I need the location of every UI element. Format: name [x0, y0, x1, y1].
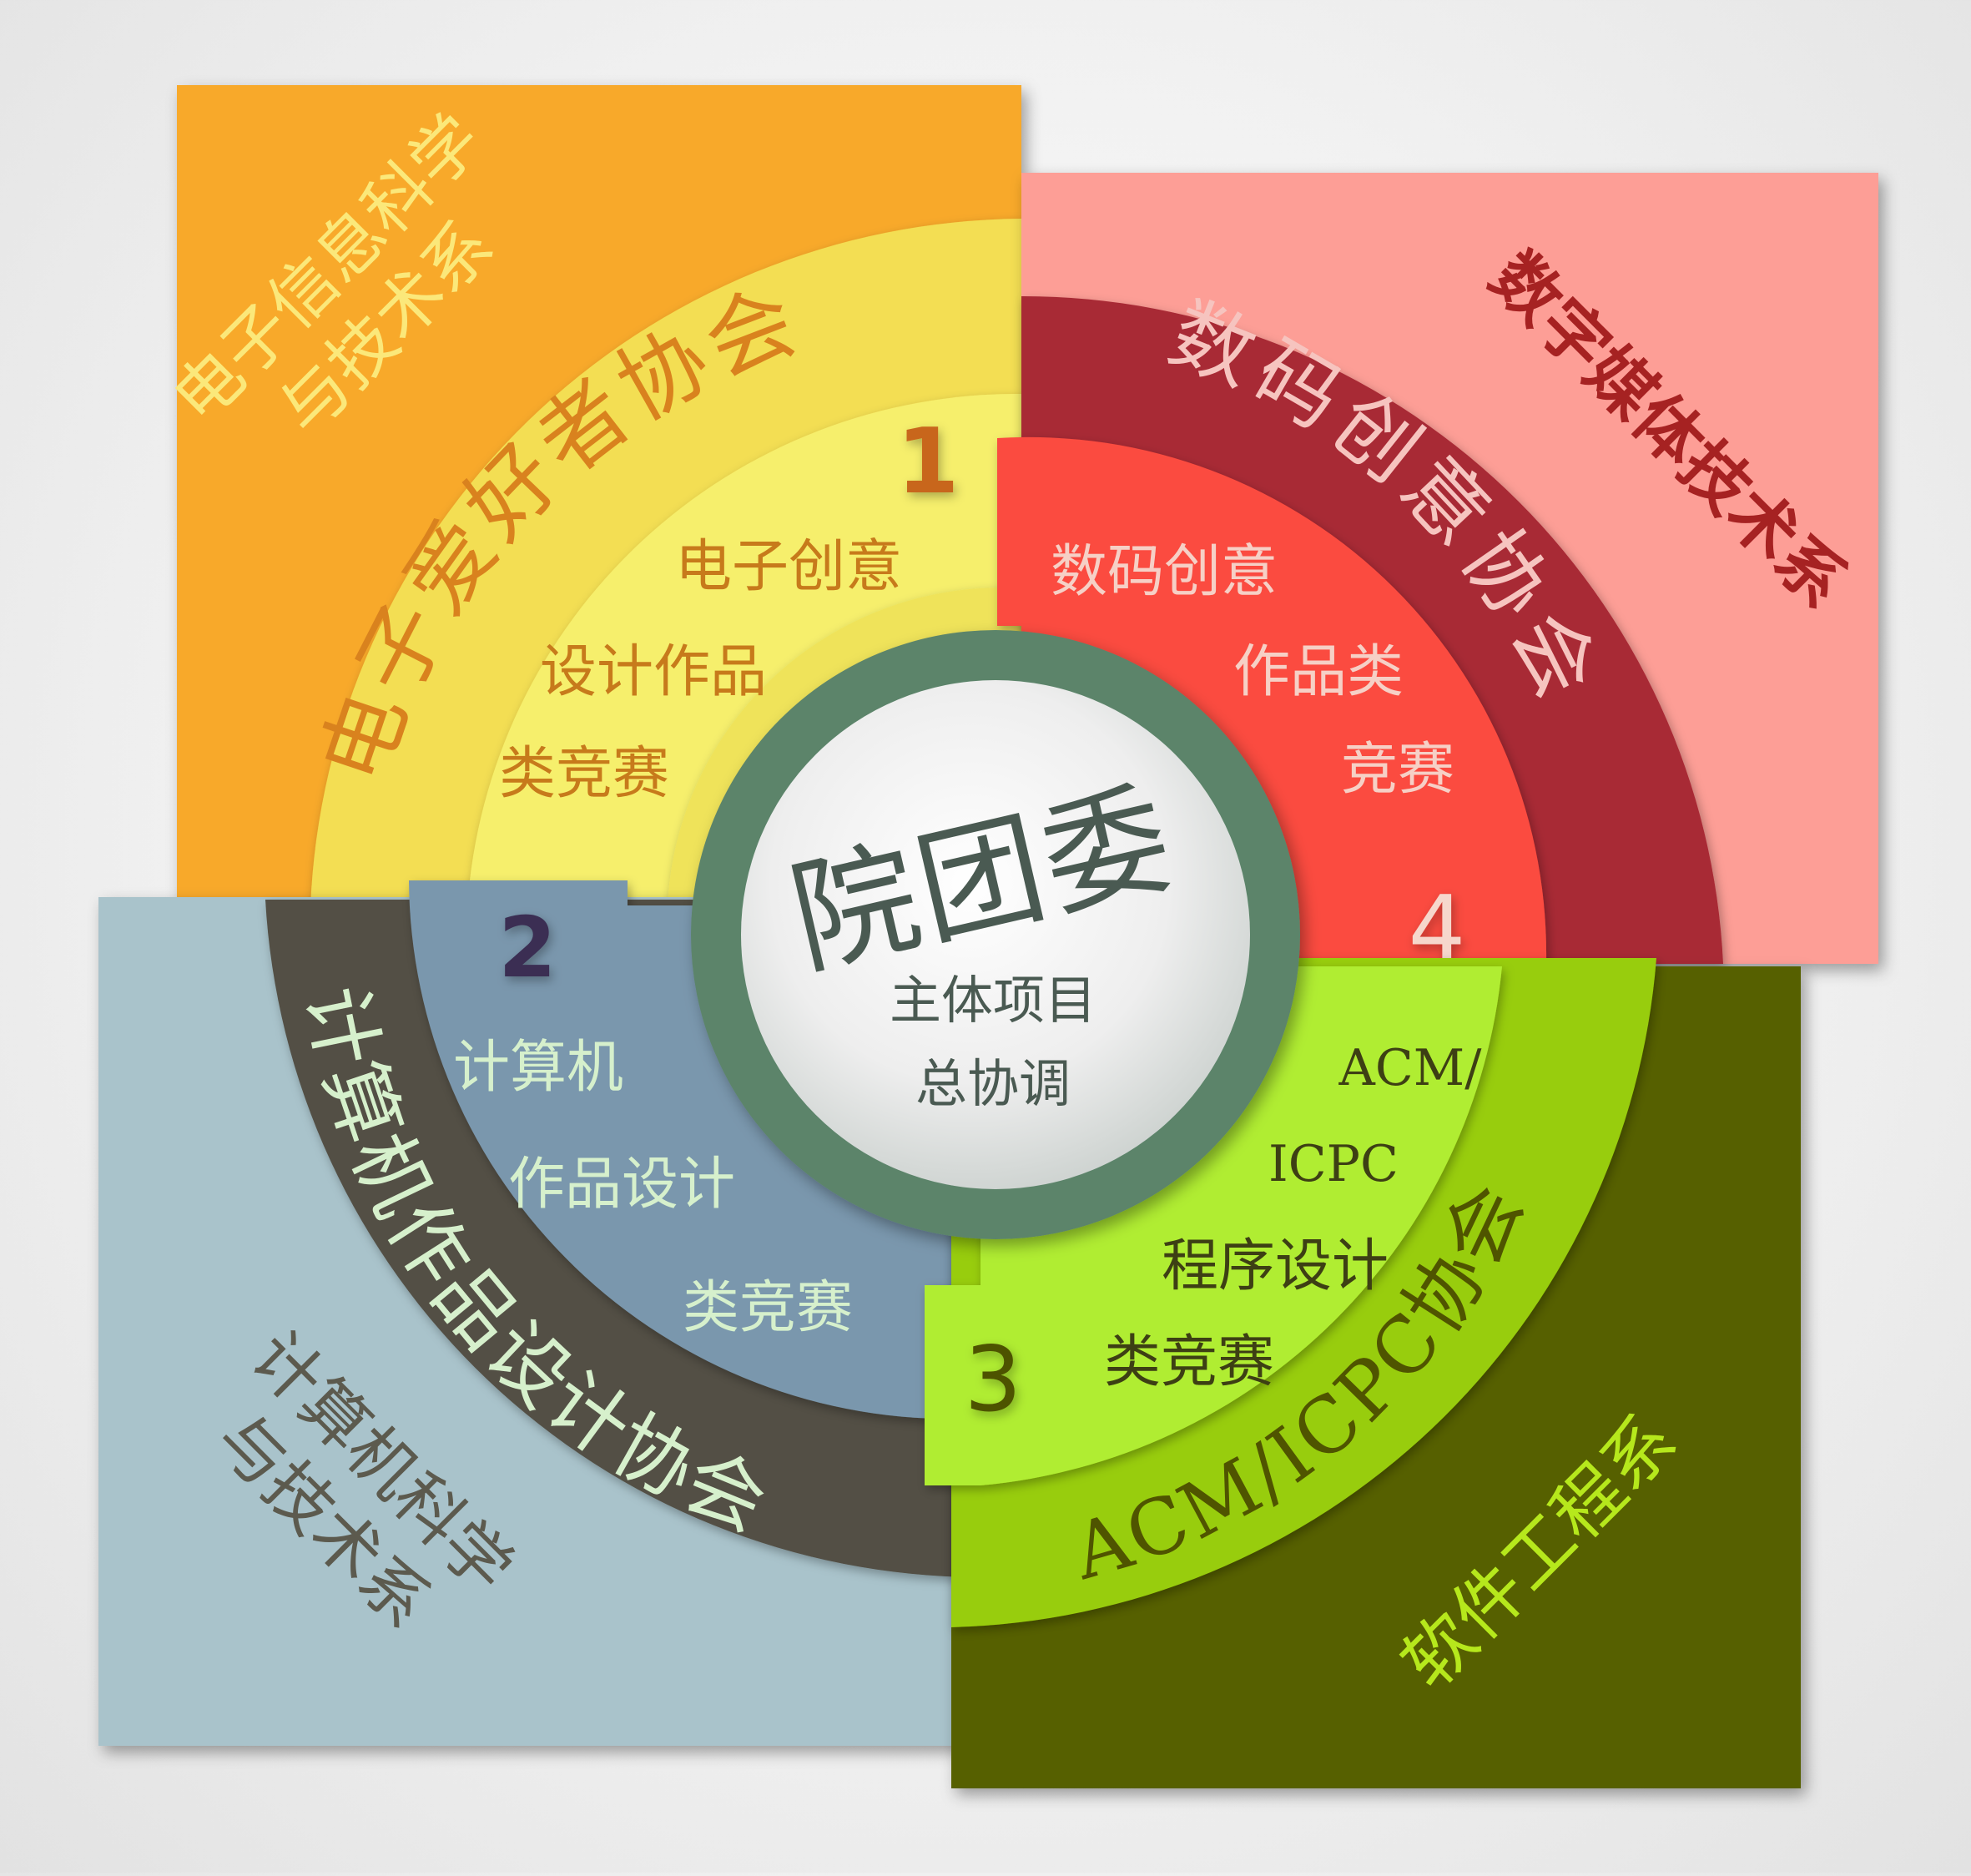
cs-competition-line2: 作品设计: [508, 1152, 735, 1218]
quadrant-number-1: 1: [896, 410, 959, 514]
electronics-competition-line1: 电子创意: [675, 534, 902, 600]
quadrant-number-2: 2: [498, 899, 557, 996]
electronics-competition-line3: 类竞赛: [499, 741, 669, 807]
cs-competition-line1: 计算机: [453, 1035, 623, 1101]
center-disc: [741, 680, 1250, 1189]
cs-competition-line3: 类竞赛: [683, 1275, 853, 1341]
electronics-competition-line2: 设计作品: [540, 639, 767, 705]
se-competition-line1: ACM/: [1338, 1039, 1483, 1097]
se-competition-line2: ICPC: [1268, 1135, 1399, 1193]
center-subtitle-line2: 总协调: [915, 1053, 1071, 1114]
se-competition-line3: 程序设计: [1162, 1233, 1389, 1299]
center-hub: 院团委 主体项目 总协调: [691, 630, 1300, 1239]
se-competition-line4: 类竞赛: [1104, 1329, 1274, 1395]
quadrant-number-3: 3: [965, 1328, 1022, 1432]
digital-media-competition-line3: 竞赛: [1341, 737, 1454, 803]
digital-media-competition-line1: 数码创意: [1051, 539, 1278, 605]
center-subtitle-line1: 主体项目: [890, 970, 1096, 1031]
digital-media-competition-line2: 作品类: [1233, 639, 1404, 705]
